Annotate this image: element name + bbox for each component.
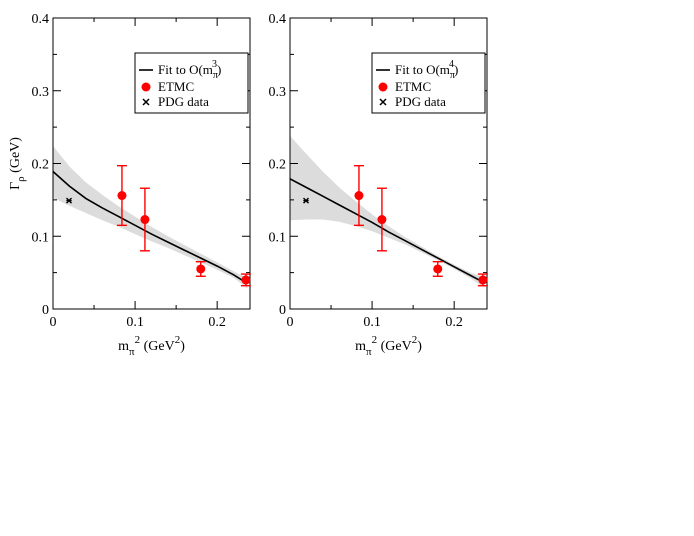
legend-etmc-label: ETMC [158, 79, 194, 94]
legend-fit-label: Fit to O(mπ4) [395, 59, 458, 81]
etmc-point [478, 275, 488, 285]
etmc-point [196, 264, 206, 274]
error-band [290, 135, 485, 288]
y-tick-label: 0.1 [269, 230, 287, 245]
legend-box [134, 52, 249, 114]
x-tick-label: 0.1 [126, 315, 144, 330]
etmc-point [377, 215, 387, 225]
legend-pdg-label: PDG data [158, 94, 209, 109]
etmc-point [140, 215, 150, 225]
y-tick-label: 0.4 [269, 12, 287, 27]
legend-box [371, 52, 486, 114]
y-tick-label: 0.3 [269, 85, 287, 100]
legend-pdg-marker [379, 98, 387, 106]
x-tick-label: 0.2 [208, 315, 226, 330]
y-tick-label: 0.1 [32, 230, 50, 245]
etmc-point [241, 275, 251, 285]
y-axis-label: Γρ (GeV) [8, 137, 27, 190]
legend-fit-label: Fit to O(mπ3) [158, 59, 221, 81]
x-axis-label: mπ2 (GeV2) [355, 334, 422, 358]
chart-panel-2: 0 0.1 0.2 0 0.1 0.2 0.3 0.4 mπ2 (GeV2) Fit to O(m… [269, 12, 488, 358]
x-tick-label: 0.1 [363, 315, 381, 330]
y-tick-label: 0 [42, 303, 49, 318]
legend-etmc-marker [378, 82, 388, 92]
x-tick-label: 0 [50, 315, 57, 330]
chart-panel-1: 0 0.1 0.2 0 0.1 0.2 0.3 0.4 mπ2 (GeV2) Γρ (GeV) Fi… [8, 12, 251, 358]
y-tick-label: 0.4 [32, 12, 50, 27]
x-axis-label: mπ2 (GeV2) [118, 334, 185, 358]
legend-etmc-label: ETMC [395, 79, 431, 94]
x-tick-label: 0 [287, 315, 294, 330]
etmc-point [433, 264, 443, 274]
x-tick-label: 0.2 [445, 315, 463, 330]
y-tick-label: 0 [279, 303, 286, 318]
fit-curve [290, 178, 485, 284]
legend-etmc-marker [141, 82, 151, 92]
pdg-point [302, 197, 310, 204]
pdg-point [65, 197, 73, 204]
y-tick-label: 0.3 [32, 85, 50, 100]
fit-curve [53, 170, 248, 285]
y-tick-label: 0.2 [32, 158, 50, 173]
etmc-point [354, 191, 364, 201]
error-band [53, 146, 248, 289]
etmc-point [117, 191, 127, 201]
y-tick-label: 0.2 [269, 158, 287, 173]
legend-pdg-label: PDG data [395, 94, 446, 109]
legend-pdg-marker [142, 98, 150, 106]
